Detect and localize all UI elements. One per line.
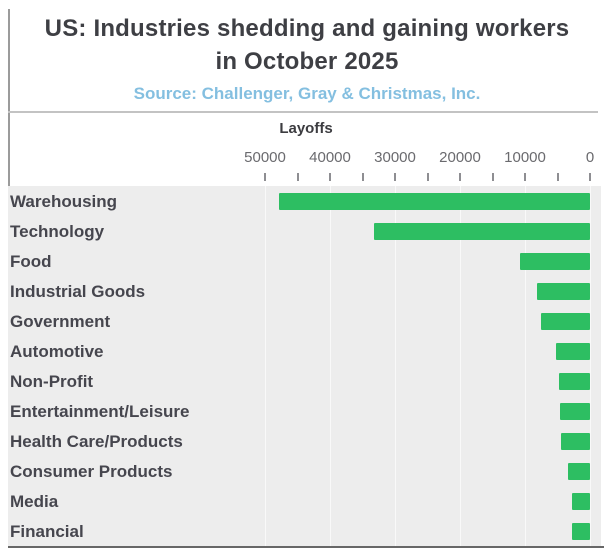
chart-row-financial: Financial xyxy=(8,517,601,547)
chart-row-government: Government xyxy=(8,307,601,337)
x-tick-mark-10000 xyxy=(524,173,526,181)
chart-title: US: Industries shedding and gaining work… xyxy=(10,12,604,78)
header-divider xyxy=(8,111,598,113)
category-label: Non-Profit xyxy=(10,372,94,391)
gridline-10000 xyxy=(525,186,526,547)
category-label: Technology xyxy=(10,222,105,241)
chart-row-consumer-products: Consumer Products xyxy=(8,457,601,487)
bar-automotive xyxy=(556,343,590,360)
x-tick-mark-0 xyxy=(589,173,591,181)
category-label: Media xyxy=(10,492,59,511)
chart-row-warehousing: Warehousing xyxy=(8,187,601,217)
bar-media xyxy=(571,493,590,510)
x-tick-mark-20000 xyxy=(459,173,461,181)
chart-row-food: Food xyxy=(8,247,601,277)
bar-government xyxy=(541,313,590,330)
category-label: Food xyxy=(10,252,52,271)
x-tick-mark-15000 xyxy=(491,173,494,181)
chart-row-entertainment-leisure: Entertainment/Leisure xyxy=(8,397,601,427)
x-tick-label-20000: 20000 xyxy=(439,149,481,166)
chart-row-industrial-goods: Industrial Goods xyxy=(8,277,601,307)
x-tick-mark-30000 xyxy=(394,173,396,181)
x-tick-mark-50000 xyxy=(264,173,266,181)
chart-row-media: Media xyxy=(8,487,601,517)
bar-consumer-products xyxy=(567,463,590,480)
chart-row-automotive: Automotive xyxy=(8,337,601,367)
chart-title-line-1: US: Industries shedding and gaining work… xyxy=(44,15,570,42)
x-axis-title: Layoffs xyxy=(279,120,333,137)
x-tick-mark-35000 xyxy=(361,173,364,181)
plot-area: Warehousing Technology Food Industrial Good… xyxy=(8,186,601,547)
category-label: Industrial Goods xyxy=(10,282,146,301)
category-label: Entertainment/Leisure xyxy=(10,402,190,421)
bar-industrial-goods xyxy=(536,283,590,300)
x-axis-tick-labels: 50000 40000 30000 20000 10000 0 xyxy=(0,149,612,169)
x-tick-label-10000: 10000 xyxy=(504,149,546,166)
bar-financial xyxy=(571,523,590,540)
category-label: Consumer Products xyxy=(10,462,173,481)
chart-row-health-care-products: Health Care/Products xyxy=(8,427,601,457)
x-tick-label-40000: 40000 xyxy=(309,149,351,166)
x-tick-label-0: 0 xyxy=(585,149,595,166)
category-label: Warehousing xyxy=(10,192,118,211)
chart-row-non-profit: Non-Profit xyxy=(8,367,601,397)
x-tick-mark-40000 xyxy=(329,173,331,181)
bar-health-care-products xyxy=(561,433,590,450)
x-tick-mark-25000 xyxy=(426,173,429,181)
x-tick-mark-5000 xyxy=(556,173,559,181)
category-label: Government xyxy=(10,312,111,331)
gridline-50000 xyxy=(265,186,266,547)
chart-title-line-2: in October 2025 xyxy=(215,48,399,75)
source-caption: Source: Challenger, Gray & Christmas, In… xyxy=(133,84,481,103)
category-label: Financial xyxy=(10,522,84,541)
x-axis-baseline xyxy=(8,546,604,548)
bar-warehousing xyxy=(279,193,590,210)
gridline-30000 xyxy=(395,186,396,547)
gridline-20000 xyxy=(460,186,461,547)
bar-non-profit xyxy=(558,373,590,390)
category-label: Health Care/Products xyxy=(10,432,183,451)
category-label: Automotive xyxy=(10,342,104,361)
x-tick-label-30000: 30000 xyxy=(374,149,416,166)
bar-entertainment-leisure xyxy=(560,403,590,420)
x-tick-mark-45000 xyxy=(296,173,299,181)
x-axis-tick-marks xyxy=(0,173,612,182)
bar-food xyxy=(519,253,590,270)
gridline-0 xyxy=(590,186,591,547)
gridline-40000 xyxy=(330,186,331,547)
x-tick-label-50000: 50000 xyxy=(244,149,286,166)
chart-row-technology: Technology xyxy=(8,217,601,247)
bar-technology xyxy=(373,223,590,240)
